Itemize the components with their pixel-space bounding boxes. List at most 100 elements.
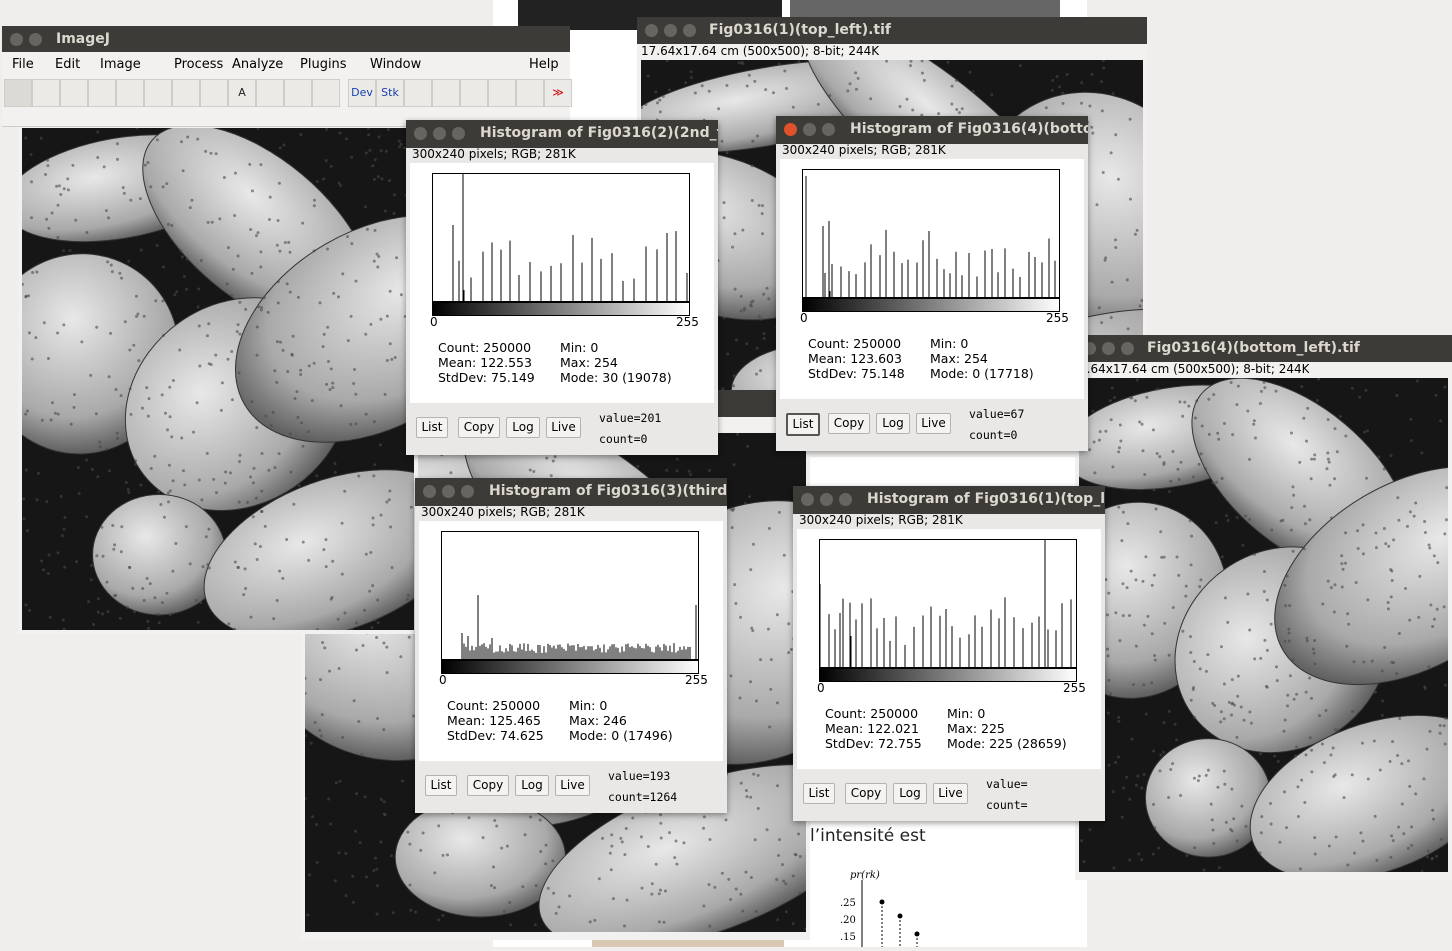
window-title: Histogram of Fig0316(2)(2nd_fro	[480, 125, 718, 141]
window-control[interactable]	[442, 485, 455, 498]
window-control[interactable]	[822, 123, 835, 136]
tool-button[interactable]: Dev	[348, 79, 376, 107]
stat-left: Count: 250000	[438, 340, 532, 355]
histogram-button[interactable]: Live	[933, 783, 968, 804]
tool-button[interactable]	[516, 79, 544, 107]
cursor-count: count=0	[599, 432, 648, 446]
window-control[interactable]	[433, 127, 446, 140]
tool-button[interactable]: ≫	[544, 79, 572, 107]
tool-button[interactable]: Stk	[376, 79, 404, 107]
menu-item[interactable]: Help	[529, 57, 559, 72]
histogram-button[interactable]: Log	[515, 775, 549, 796]
menu-item[interactable]: Window	[370, 57, 422, 72]
window-control[interactable]	[452, 127, 465, 140]
tool-button[interactable]	[284, 79, 312, 107]
window-title: ImageJ	[56, 31, 110, 47]
plot-lines	[861, 880, 920, 947]
histogram-plot	[432, 173, 690, 316]
window-control[interactable]	[29, 33, 42, 46]
window-title: Fig0316(1)(top_left).tif	[709, 22, 891, 38]
image-info: 7.64x17.64 cm (500x500); 8-bit; 244K	[1079, 362, 1310, 376]
tool-button[interactable]	[200, 79, 228, 107]
tool-button[interactable]	[144, 79, 172, 107]
tool-button[interactable]	[460, 79, 488, 107]
title-bar: Histogram of Fig0316(1)(top_left	[793, 486, 1105, 514]
stat-left: Mean: 122.021	[825, 721, 919, 736]
tool-button[interactable]	[488, 79, 516, 107]
axis-min: 0	[800, 311, 808, 325]
axis-min: 0	[430, 315, 438, 329]
window-control[interactable]	[801, 493, 814, 506]
window-control[interactable]	[664, 24, 677, 37]
menu-item[interactable]: File	[12, 57, 34, 72]
histogram-button[interactable]: Log	[893, 783, 927, 804]
stat-right: Max: 246	[569, 713, 627, 728]
histogram-button[interactable]: List	[425, 775, 457, 796]
plot-tick: .25	[840, 898, 856, 909]
menu-item[interactable]: Plugins	[300, 57, 347, 72]
menu-item[interactable]: Edit	[55, 57, 81, 72]
tool-button[interactable]	[4, 79, 32, 107]
axis-max: 255	[676, 315, 699, 329]
window-control[interactable]	[10, 33, 23, 46]
histogram-window: Histogram of Fig0316(1)(top_left 300x240 …	[793, 486, 1105, 821]
histogram-plot	[819, 539, 1077, 682]
tool-button[interactable]: A	[228, 79, 256, 107]
title-bar: Histogram of Fig0316(4)(bottom_	[776, 116, 1088, 144]
document-image	[790, 0, 1060, 18]
tool-button[interactable]	[116, 79, 144, 107]
window-control[interactable]	[839, 493, 852, 506]
stat-right: Mode: 0 (17496)	[569, 728, 673, 743]
histogram-button[interactable]: Copy	[467, 775, 509, 796]
window-control[interactable]	[423, 485, 436, 498]
histogram-button[interactable]: Live	[555, 775, 590, 796]
histogram-button[interactable]: Log	[876, 413, 910, 434]
histogram-button[interactable]: Copy	[458, 417, 500, 438]
window-control[interactable]	[1102, 342, 1115, 355]
axis-min: 0	[439, 673, 447, 687]
histogram-button[interactable]: List	[416, 417, 448, 438]
histogram-button[interactable]: Live	[916, 413, 951, 434]
histogram-button[interactable]: List	[803, 783, 835, 804]
stat-right: Max: 254	[930, 351, 988, 366]
image-info: 300x240 pixels; RGB; 281K	[782, 143, 946, 157]
window-control[interactable]	[683, 24, 696, 37]
stat-left: StdDev: 75.148	[808, 366, 905, 381]
stat-right: Mode: 30 (19078)	[560, 370, 672, 385]
window-control[interactable]	[414, 127, 427, 140]
window-control[interactable]	[461, 485, 474, 498]
histogram-button[interactable]: Log	[506, 417, 540, 438]
histogram-window: Histogram of Fig0316(4)(bottom_ 300x240 p…	[776, 116, 1088, 451]
image-window: Fig0316(4)(bottom_left).tif 7.64x17.64 cm…	[1075, 335, 1452, 880]
stat-left: Count: 250000	[808, 336, 902, 351]
stat-left: StdDev: 72.755	[825, 736, 922, 751]
tool-button[interactable]	[312, 79, 340, 107]
window-control[interactable]	[784, 123, 797, 136]
image-info: 300x240 pixels; RGB; 281K	[412, 147, 576, 161]
tool-button[interactable]	[88, 79, 116, 107]
stat-left: Count: 250000	[825, 706, 919, 721]
plot-tick: .20	[840, 915, 856, 926]
tool-button[interactable]	[32, 79, 60, 107]
menu-item[interactable]: Analyze	[232, 57, 284, 72]
histogram-button[interactable]: Copy	[828, 413, 870, 434]
tool-button[interactable]	[432, 79, 460, 107]
tool-button[interactable]	[172, 79, 200, 107]
histogram-button[interactable]: Live	[546, 417, 581, 438]
stat-right: Mode: 0 (17718)	[930, 366, 1034, 381]
window-control[interactable]	[645, 24, 658, 37]
document-text: l’intensité est	[810, 826, 926, 846]
menu-item[interactable]: Image	[100, 57, 141, 72]
window-control[interactable]	[1121, 342, 1134, 355]
window-control[interactable]	[820, 493, 833, 506]
tool-button[interactable]	[60, 79, 88, 107]
histogram-button[interactable]: List	[786, 413, 820, 436]
histogram-button[interactable]: Copy	[845, 783, 887, 804]
tool-button[interactable]	[256, 79, 284, 107]
menu-item[interactable]: Process	[174, 57, 224, 72]
title-bar: Fig0316(4)(bottom_left).tif	[1075, 335, 1452, 362]
window-control[interactable]	[803, 123, 816, 136]
tool-button[interactable]	[404, 79, 432, 107]
image-info: 17.64x17.64 cm (500x500); 8-bit; 244K	[641, 44, 880, 58]
